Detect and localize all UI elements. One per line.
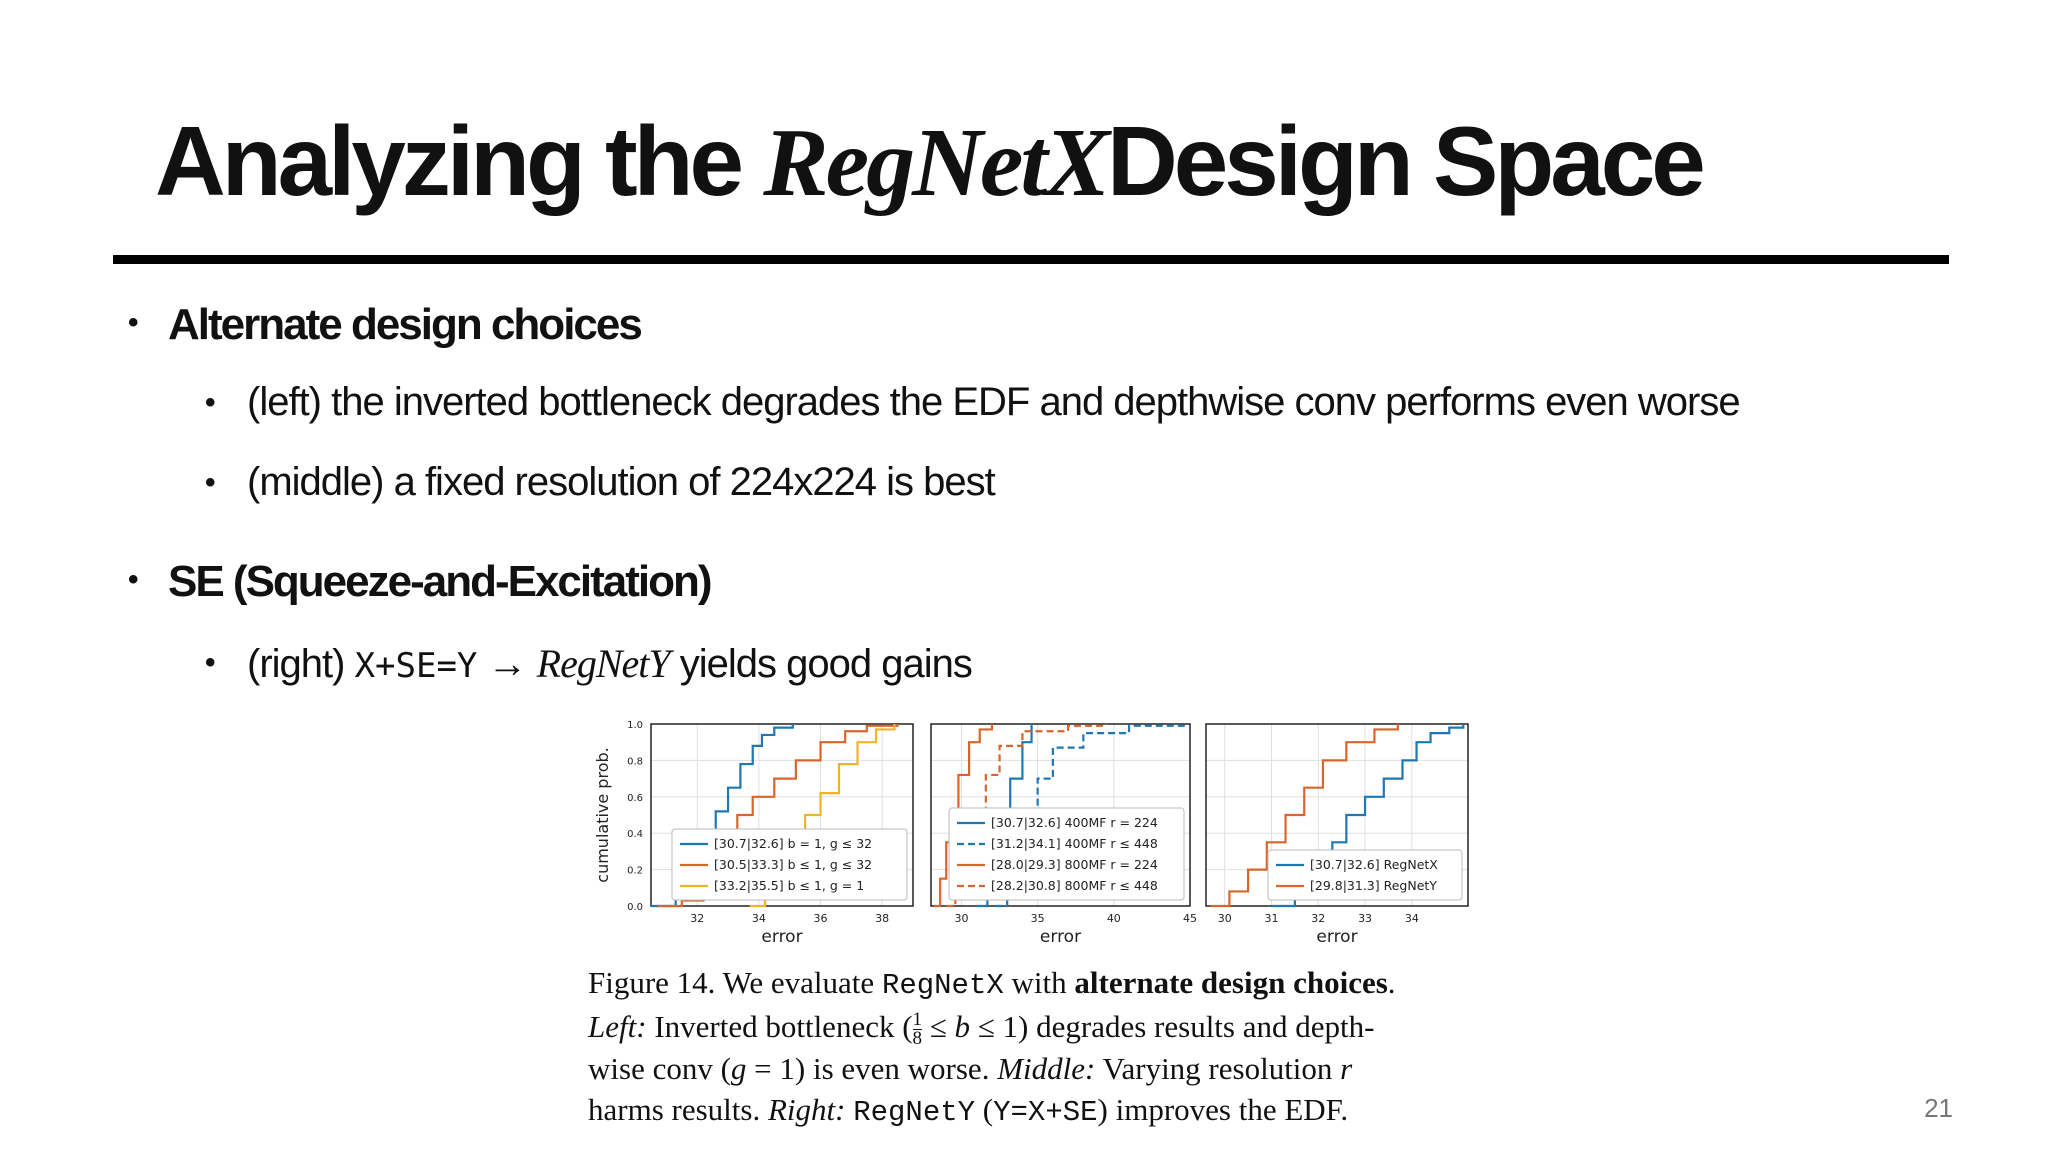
x-axis-label: error <box>1040 927 1081 947</box>
legend-label: [29.8|31.3] RegNetY <box>1310 878 1437 893</box>
x-tick-label: 36 <box>814 912 828 925</box>
caption-var: r <box>1340 1051 1353 1087</box>
caption-text: Varying resolution <box>1095 1051 1341 1087</box>
y-tick-label: 0.4 <box>627 829 643 840</box>
legend-label: [30.7|32.6] 400MF r = 224 <box>991 815 1158 830</box>
y-tick-label: 0.6 <box>627 793 643 804</box>
x-tick-label: 40 <box>1107 912 1121 925</box>
caption-code: RegNetX <box>881 969 1004 1002</box>
series-line <box>994 724 1189 908</box>
bullet-italic: RegNetY <box>536 641 671 686</box>
y-tick-label: 0.0 <box>627 902 643 913</box>
caption-text: ) improves the EDF. <box>1097 1092 1349 1128</box>
series-line <box>946 724 1108 908</box>
x-tick-label: 32 <box>690 912 704 925</box>
page-number: 21 <box>1924 1093 1953 1123</box>
chart-frame <box>1205 723 1469 907</box>
title-rule <box>113 255 1949 264</box>
slide-title: Analyzing the RegNetXDesign Space <box>155 106 1706 218</box>
caption-line-2: Left: Inverted bottleneck (1 8 ≤ b ≤ 1) d… <box>588 1006 1476 1048</box>
caption-text: with <box>1003 965 1075 1000</box>
x-tick-label: 34 <box>1405 912 1419 925</box>
figure-caption: Figure 14. We evaluate RegNetX with alte… <box>588 962 1476 1133</box>
legend-box <box>948 807 1185 901</box>
x-tick-label: 34 <box>752 912 766 925</box>
caption-var: b <box>954 1009 971 1044</box>
legend-label: [28.0|29.3] 800MF r = 224 <box>991 857 1158 872</box>
y-tick-label: 0.2 <box>627 866 643 877</box>
bullet-pre: (right) <box>247 642 355 686</box>
legend-label: [33.2|35.5] b ≤ 1, g = 1 <box>714 878 864 893</box>
caption-italic: Left: <box>588 1009 647 1044</box>
bullet-post: yields good gains <box>669 642 973 686</box>
bullet-text: SE (Squeeze-and-Excitation) <box>168 557 713 606</box>
title-pre: Analyzing the <box>155 106 764 216</box>
caption-code: RegNetY <box>853 1096 976 1130</box>
x-tick-label: 45 <box>1183 912 1197 925</box>
caption-text: = 1) is even worse. <box>746 1051 998 1087</box>
bullet-dot: • <box>205 646 216 679</box>
caption-text: Figure 14. We evaluate <box>588 965 882 1000</box>
figure-charts: 32 34 36 38 0.0 0.2 0.4 0.6 0.8 1.0 error cumulativ… <box>593 720 1469 947</box>
x-axis-label: error <box>1316 927 1357 947</box>
legend-label: [30.7|32.6] b = 1, g ≤ 32 <box>714 836 872 851</box>
bullet-text: (middle) a fixed resolution of 224x224 i… <box>247 460 996 504</box>
caption-text: harms results. <box>588 1092 768 1128</box>
fraction-num: 1 <box>912 1009 923 1031</box>
series-line <box>1210 724 1399 908</box>
caption-bold: alternate design choices <box>1074 965 1388 1000</box>
y-axis-label: cumulative prob. <box>593 747 612 882</box>
caption-line-1: Figure 14. We evaluate RegNetX with alte… <box>588 962 1476 1006</box>
legend-box <box>671 828 908 901</box>
bullet-text: (right) X+SE=Y → RegNetY yields good gai… <box>247 640 973 687</box>
y-tick-label: 0.8 <box>627 756 643 767</box>
bullet-arrow: → <box>477 642 537 686</box>
caption-italic: Middle: <box>997 1051 1096 1087</box>
fraction-den: 8 <box>912 1028 923 1050</box>
caption-text: ≤ 1) degrades results and depth- <box>970 1009 1375 1044</box>
title-post: Design Space <box>1107 106 1706 216</box>
x-tick-label: 31 <box>1265 912 1279 925</box>
caption-var: g <box>730 1051 747 1087</box>
bullet-code: X+SE=Y <box>354 646 478 686</box>
x-tick-label: 30 <box>954 912 968 925</box>
x-tick-label: 38 <box>875 912 889 925</box>
legend-label: [30.5|33.3] b ≤ 1, g ≤ 32 <box>714 857 872 872</box>
chart-frame <box>930 723 1191 907</box>
legend-label: [30.7|32.6] RegNetX <box>1310 857 1438 872</box>
caption-line-3: wise conv (g = 1) is even worse. Middle:… <box>588 1048 1476 1089</box>
title-italic: RegNetX <box>763 109 1110 217</box>
bullet-dot: • <box>205 386 216 419</box>
legend-box <box>1267 849 1463 901</box>
caption-text: ≤ <box>922 1009 955 1044</box>
bullet-text: Alternate design choices <box>168 300 643 349</box>
caption-text: wise conv ( <box>588 1051 731 1087</box>
x-tick-label: 32 <box>1311 912 1325 925</box>
caption-code: Y=X+SE <box>993 1096 1098 1130</box>
x-tick-label: 33 <box>1358 912 1372 925</box>
bullet-text: (left) the inverted bottleneck degrades … <box>247 380 1741 424</box>
x-tick-label: 35 <box>1031 912 1045 925</box>
legend-label: [28.2|30.8] 800MF r ≤ 448 <box>991 878 1158 893</box>
bullet-dot: • <box>205 466 216 499</box>
bullet-dot: • <box>128 306 139 339</box>
legend-label: [31.2|34.1] 400MF r ≤ 448 <box>991 836 1158 851</box>
caption-text: ( <box>975 1092 994 1128</box>
caption-italic: Right: <box>767 1092 846 1128</box>
chart-frame <box>650 723 914 907</box>
figure-14: 32 34 36 38 0.0 0.2 0.4 0.6 0.8 1.0 error cumulativ… <box>588 718 1476 1166</box>
caption-text: . <box>1387 965 1396 1000</box>
x-axis-label: error <box>761 927 802 947</box>
bullet-dot: • <box>128 563 139 596</box>
y-tick-label: 1.0 <box>627 720 643 731</box>
caption-line-4: harms results. Right: RegNetY (Y=X+SE) i… <box>588 1089 1476 1133</box>
x-tick-label: 30 <box>1218 912 1232 925</box>
caption-text: Inverted bottleneck ( <box>646 1009 913 1044</box>
